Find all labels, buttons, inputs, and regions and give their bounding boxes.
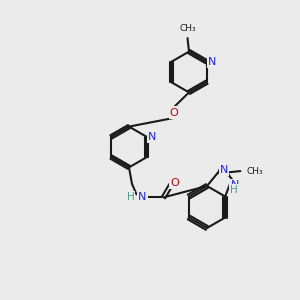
Text: CH₃: CH₃ [246, 167, 263, 176]
Text: O: O [169, 107, 178, 118]
Text: CH₃: CH₃ [179, 24, 196, 33]
Text: N: N [208, 57, 216, 67]
Text: H: H [230, 184, 238, 195]
Text: N: N [148, 132, 156, 142]
Text: N: N [231, 180, 239, 190]
Text: N: N [220, 165, 228, 175]
Text: N: N [138, 192, 147, 203]
Text: O: O [170, 178, 179, 188]
Text: H: H [127, 192, 134, 203]
